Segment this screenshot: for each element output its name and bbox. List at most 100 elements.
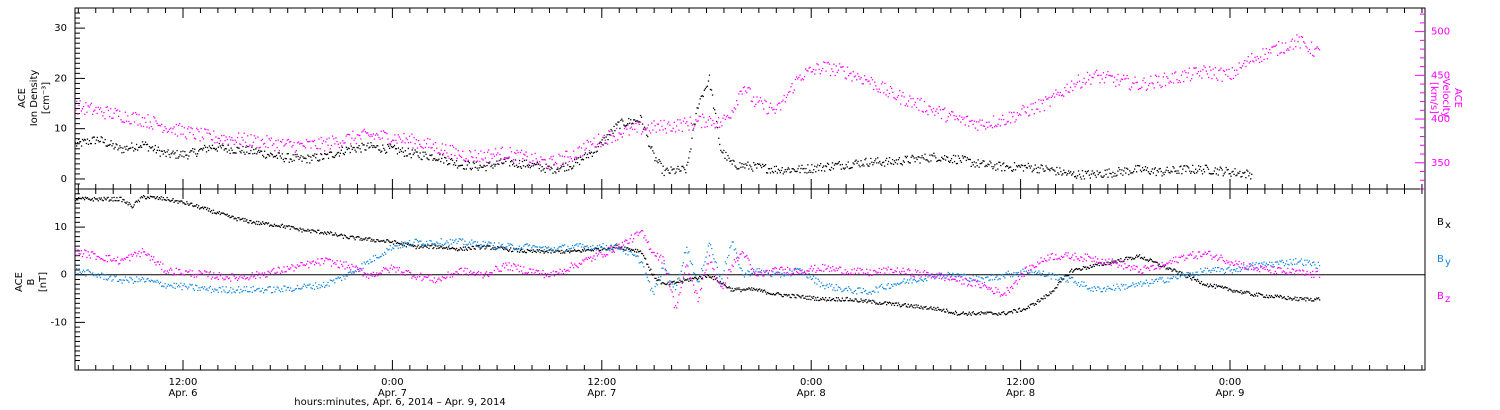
velocity-series-point	[627, 124, 629, 126]
ion-density-series-point	[1107, 176, 1109, 178]
velocity-series-point	[1305, 45, 1307, 47]
velocity-series-point	[227, 143, 230, 145]
bx-series-point	[490, 248, 492, 251]
by-series-point	[659, 279, 661, 282]
velocity-series-point	[269, 139, 271, 142]
velocity-series-point	[721, 125, 723, 127]
by-series-point	[444, 243, 446, 245]
bx-series-point	[348, 237, 350, 240]
by-series-point	[278, 289, 280, 291]
bx-series-point	[1176, 271, 1178, 273]
ion-density-series-point	[839, 164, 841, 166]
ion-density-series-point	[494, 165, 496, 167]
velocity-series-point	[702, 113, 704, 115]
velocity-series-point	[458, 154, 460, 156]
bx-series-point	[506, 248, 508, 250]
ion-density-series-point	[851, 166, 853, 169]
velocity-series-point	[1192, 74, 1194, 76]
by-series-point	[915, 281, 918, 283]
bx-series-point	[754, 288, 756, 291]
velocity-series-point	[1080, 87, 1082, 89]
by-series-point	[722, 273, 724, 275]
by-series-point	[1085, 284, 1087, 287]
bx-series-point	[1002, 311, 1004, 313]
bx-series-point	[372, 240, 374, 242]
bx-series-point	[846, 296, 848, 299]
bx-series-point	[1243, 292, 1245, 294]
velocity-series-point	[691, 124, 694, 126]
by-series-point	[1083, 281, 1085, 283]
by-series-point	[218, 286, 220, 289]
bx-series-point	[130, 205, 132, 207]
velocity-series-point	[167, 130, 170, 132]
velocity-series-point	[882, 81, 884, 83]
ion-density-series-point	[1094, 174, 1096, 176]
velocity-series-point	[1084, 83, 1086, 85]
ion-density-series-point	[1235, 175, 1237, 177]
ion-density-series-point	[343, 153, 345, 156]
by-series-point	[1144, 283, 1146, 285]
by-series-point	[1116, 283, 1118, 285]
bx-series-point	[341, 234, 343, 236]
ion-density-series-point	[195, 153, 197, 155]
bx-series-point	[1127, 258, 1129, 261]
bx-series-point	[1062, 278, 1064, 280]
velocity-series-point	[568, 161, 570, 163]
ion-density-series-point	[232, 152, 234, 154]
bx-series-point	[587, 249, 590, 251]
ion-density-series-point	[162, 153, 164, 155]
velocity-series-point	[1191, 78, 1193, 80]
by-series-point	[817, 278, 819, 280]
ion-density-series-point	[313, 155, 315, 157]
bx-series-point	[897, 302, 900, 304]
ion-density-series-point	[954, 155, 957, 157]
velocity-series-point	[643, 127, 645, 129]
velocity-series-point	[369, 136, 371, 138]
bx-series-point	[1187, 276, 1189, 278]
ion-density-series-point	[862, 163, 864, 165]
ion-density-series-point	[519, 166, 522, 168]
velocity-series-point	[510, 151, 513, 153]
velocity-series-point	[379, 138, 381, 140]
velocity-series-point	[517, 151, 519, 154]
bx-series-point	[931, 308, 933, 310]
by-series-point	[99, 276, 102, 279]
velocity-series-point	[762, 102, 764, 105]
bx-series-point	[270, 224, 273, 226]
bx-series-point	[1213, 283, 1215, 286]
velocity-series-point	[1240, 67, 1243, 69]
velocity-series-point	[530, 161, 532, 164]
ion-density-series-point	[94, 142, 96, 145]
velocity-series-point	[797, 78, 799, 80]
velocity-series-point	[1306, 47, 1308, 49]
ion-density-series-point	[105, 145, 107, 147]
bx-series-point	[726, 287, 728, 289]
velocity-series-point	[217, 137, 219, 139]
bx-series-point	[295, 228, 297, 230]
by-series-point	[710, 244, 712, 246]
by-series-point	[1184, 275, 1186, 277]
ion-density-series-point	[499, 159, 501, 162]
ion-density-series-point	[87, 143, 90, 145]
velocity-series-point	[1266, 58, 1269, 60]
by-series-point	[1115, 287, 1117, 290]
by-series-point	[488, 241, 490, 243]
ion-density-series-point	[919, 162, 921, 164]
ion-density-series-point	[171, 152, 173, 154]
velocity-series-point	[1175, 71, 1177, 73]
by-series-point	[719, 275, 721, 278]
bx-series-point	[737, 288, 739, 291]
ion-density-series-point	[239, 150, 241, 153]
velocity-series-point	[390, 141, 393, 143]
by-series-point	[1174, 274, 1176, 276]
bx-series-point	[567, 250, 569, 252]
velocity-series-point	[975, 121, 978, 123]
by-series-point	[640, 261, 643, 263]
ion-density-series-point	[912, 155, 914, 158]
ion-density-series-point	[998, 161, 1000, 163]
bx-series-point	[1022, 308, 1025, 310]
by-series-point	[637, 255, 639, 257]
velocity-series-point	[1209, 66, 1211, 68]
by-series-point	[823, 284, 825, 287]
ion-density-series-point	[269, 152, 272, 154]
